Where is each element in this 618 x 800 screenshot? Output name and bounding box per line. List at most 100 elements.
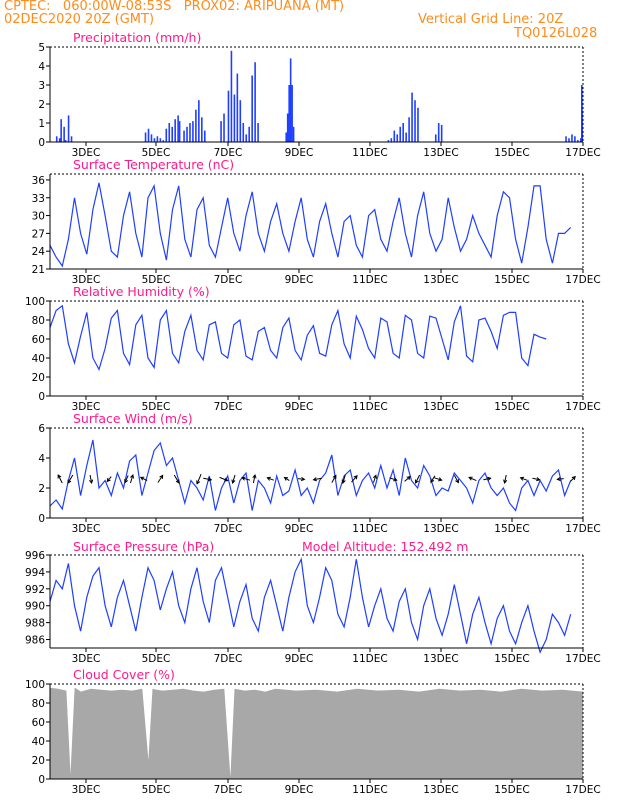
precip-bar bbox=[171, 126, 174, 142]
precip-bar bbox=[162, 140, 165, 142]
wind-arrow bbox=[196, 474, 202, 484]
x-tick-label: 9DEC bbox=[285, 523, 314, 535]
wind-arrow-head bbox=[231, 479, 236, 484]
wind-arrow bbox=[203, 477, 212, 481]
wind-arrow-head bbox=[175, 479, 180, 484]
y-tick-label: 5 bbox=[38, 42, 45, 54]
y-tick-label: 6 bbox=[38, 423, 45, 435]
wind-arrow bbox=[532, 477, 540, 481]
y-tick-label: 986 bbox=[25, 635, 45, 647]
x-tick-label: 15DEC bbox=[494, 653, 529, 665]
precip-bar bbox=[147, 128, 150, 142]
wind-arrow-head bbox=[503, 479, 508, 485]
wind-arrow bbox=[157, 475, 164, 483]
precip-bar bbox=[291, 85, 293, 142]
y-tick-label: 0 bbox=[38, 774, 45, 786]
panel-title: Surface Temperature (nC) bbox=[73, 157, 234, 172]
panel-title: Surface Pressure (hPa) bbox=[73, 539, 214, 554]
precip-bar bbox=[189, 123, 191, 142]
wind-arrow-head bbox=[438, 477, 443, 482]
x-tick-label: 17DEC bbox=[565, 784, 600, 796]
wind-arrow-head bbox=[67, 479, 72, 484]
wind-arrow-head bbox=[487, 476, 492, 481]
precip-bar bbox=[580, 138, 582, 142]
y-tick-label: 996 bbox=[25, 550, 45, 562]
x-tick-label: 15DEC bbox=[494, 147, 529, 159]
y-tick-label: 0 bbox=[38, 513, 45, 525]
x-tick-label: 3DEC bbox=[72, 784, 101, 796]
precip-bar bbox=[220, 121, 222, 142]
x-tick-label: 7DEC bbox=[214, 401, 243, 413]
wind-arrow bbox=[557, 478, 564, 480]
x-tick-label: 11DEC bbox=[352, 274, 387, 286]
wind-arrow bbox=[331, 475, 337, 483]
x-tick-label: 15DEC bbox=[494, 523, 529, 535]
wind-arrow bbox=[504, 474, 507, 484]
precip-bar bbox=[565, 136, 567, 142]
x-tick-label: 17DEC bbox=[565, 401, 600, 413]
precip-bar bbox=[192, 121, 194, 142]
wind-arrow bbox=[404, 476, 411, 482]
precip-bar bbox=[257, 123, 259, 142]
precip-bar bbox=[227, 90, 230, 142]
x-tick-label: 5DEC bbox=[142, 274, 171, 286]
x-tick-label: 15DEC bbox=[494, 784, 529, 796]
precip-bar bbox=[399, 126, 402, 142]
x-tick-label: 17DEC bbox=[565, 274, 600, 286]
header-line1: CPTEC: 060:00W-08:53S PROX02: ARIPUANA (… bbox=[4, 0, 345, 14]
wind-arrow-head bbox=[312, 477, 318, 482]
x-tick-label: 17DEC bbox=[565, 147, 600, 159]
precip-bar bbox=[402, 123, 404, 142]
wind-arrow-head bbox=[300, 476, 306, 482]
precip-bar bbox=[70, 136, 73, 142]
y-tick-label: 100 bbox=[25, 679, 45, 691]
y-tick-label: 30 bbox=[32, 211, 45, 223]
x-tick-label: 3DEC bbox=[72, 147, 101, 159]
precip-bar bbox=[195, 109, 197, 142]
x-tick-label: 13DEC bbox=[423, 784, 458, 796]
wind-arrow bbox=[297, 478, 305, 480]
wind-arrow bbox=[124, 475, 129, 483]
y-tick-label: 20 bbox=[32, 755, 45, 767]
precip-bar bbox=[245, 134, 248, 142]
y-tick-label: 1 bbox=[38, 118, 45, 130]
wind-arrow-head bbox=[406, 475, 411, 481]
panel-title: Relative Humidity (%) bbox=[73, 284, 210, 299]
precip-bar bbox=[198, 100, 200, 142]
header-line2: 02DEC2020 20Z (GMT) bbox=[4, 12, 155, 27]
x-tick-label: 7DEC bbox=[214, 147, 243, 159]
x-tick-label: 7DEC bbox=[214, 653, 243, 665]
precip-bar bbox=[417, 107, 419, 142]
precip-bar bbox=[408, 117, 410, 142]
precip-bar bbox=[236, 73, 239, 142]
x-tick-label: 11DEC bbox=[352, 147, 387, 159]
y-tick-label: 100 bbox=[25, 296, 45, 308]
precip-bar bbox=[178, 121, 181, 142]
y-tick-label: 2 bbox=[38, 99, 45, 111]
y-tick-label: 3 bbox=[38, 80, 45, 92]
wind-arrow-head bbox=[571, 475, 576, 481]
x-tick-label: 15DEC bbox=[494, 401, 529, 413]
y-tick-label: 994 bbox=[25, 567, 45, 579]
wind-arrow bbox=[430, 475, 436, 483]
x-tick-label: 7DEC bbox=[214, 523, 243, 535]
precip-bar bbox=[568, 138, 570, 142]
wind-arrow-head bbox=[124, 479, 129, 484]
wind-arrow-head bbox=[536, 477, 541, 482]
panel-title: Cloud Cover (%) bbox=[73, 667, 175, 682]
x-tick-label: 11DEC bbox=[352, 401, 387, 413]
wind-arrow bbox=[267, 477, 274, 481]
precip-bar bbox=[168, 123, 171, 142]
wind-arrow bbox=[453, 475, 459, 483]
wind-arrow-head bbox=[519, 476, 525, 481]
precip-bar bbox=[58, 138, 61, 142]
wind-arrow bbox=[57, 474, 63, 484]
precip-bar bbox=[165, 128, 168, 142]
precip-bar bbox=[55, 136, 58, 142]
wind-arrow bbox=[232, 474, 236, 484]
y-tick-label: 27 bbox=[32, 228, 45, 240]
y-tick-label: 40 bbox=[32, 353, 45, 365]
precip-bar bbox=[286, 113, 289, 142]
wind-arrow-head bbox=[430, 478, 435, 484]
wind-arrow bbox=[173, 474, 180, 484]
